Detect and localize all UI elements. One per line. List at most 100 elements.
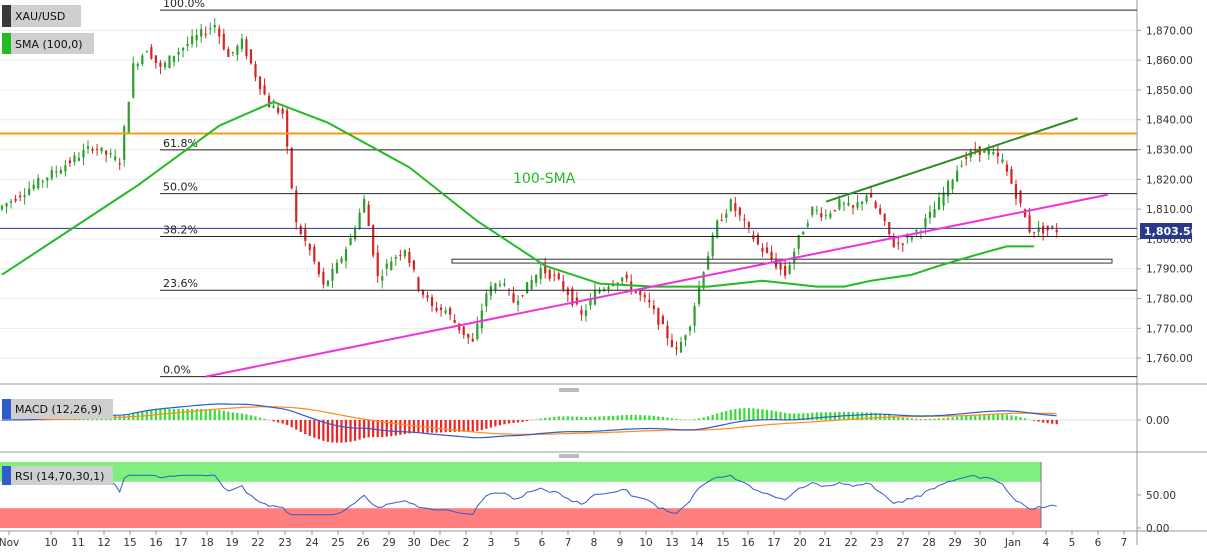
macd-y-tick-label: 0.00 bbox=[1146, 415, 1169, 427]
candle-body bbox=[59, 169, 62, 174]
candle-body bbox=[1023, 209, 1027, 218]
candle-body bbox=[661, 316, 664, 325]
macd-histogram-bar bbox=[707, 416, 710, 420]
macd-histogram-bar bbox=[612, 415, 615, 420]
macd-histogram-bar bbox=[471, 420, 474, 432]
candle-body bbox=[326, 280, 330, 286]
candle-body bbox=[643, 294, 646, 298]
candle-body bbox=[743, 219, 746, 221]
candle-body bbox=[598, 290, 601, 293]
candle-body bbox=[679, 341, 683, 353]
macd-histogram-bar bbox=[761, 409, 764, 420]
macd-histogram-bar bbox=[403, 420, 406, 435]
macd-histogram-bar bbox=[802, 413, 805, 420]
y-tick-label: 1,820.00 bbox=[1146, 174, 1193, 186]
macd-histogram-bar bbox=[666, 417, 669, 420]
macd-histogram-bar bbox=[720, 412, 723, 420]
macd-histogram-bar bbox=[679, 419, 683, 420]
candle-body bbox=[286, 110, 289, 147]
macd-histogram-bar bbox=[598, 416, 601, 420]
macd-histogram-bar bbox=[326, 420, 330, 442]
macd-histogram-bar bbox=[996, 413, 999, 420]
macd-histogram-bar bbox=[992, 413, 995, 420]
candle-body bbox=[1032, 231, 1036, 233]
macd-histogram-bar bbox=[390, 420, 393, 437]
candle-body bbox=[462, 326, 465, 335]
macd-histogram-bar bbox=[317, 420, 320, 440]
rsi-panel-resize-handle[interactable] bbox=[559, 454, 579, 458]
candle-body bbox=[865, 195, 868, 202]
macd-histogram-bar bbox=[240, 413, 244, 420]
candle-body bbox=[5, 203, 8, 207]
candle-body bbox=[317, 262, 320, 275]
macd-histogram-bar bbox=[186, 408, 189, 420]
candle-body bbox=[648, 299, 651, 303]
candle-body bbox=[489, 285, 492, 296]
macd-histogram-bar bbox=[1042, 420, 1045, 423]
rsi-line bbox=[6, 474, 1057, 516]
fib-level-label: 100.0% bbox=[163, 0, 205, 10]
macd-histogram-bar bbox=[213, 409, 216, 420]
macd-histogram-bar bbox=[498, 420, 502, 426]
candle-body bbox=[181, 47, 185, 51]
sma-badge bbox=[2, 33, 94, 54]
x-tick-label: 11 bbox=[71, 537, 84, 549]
macd-histogram-bar bbox=[544, 417, 547, 420]
candle-body bbox=[815, 210, 818, 212]
candle-body bbox=[860, 201, 864, 204]
macd-histogram-bar bbox=[621, 415, 624, 420]
candle-body bbox=[996, 152, 999, 157]
candle-body bbox=[820, 213, 823, 218]
macd-histogram-bar bbox=[892, 415, 895, 420]
y-tick-label: 1,770.00 bbox=[1146, 323, 1193, 335]
macd-histogram-bar bbox=[829, 412, 832, 420]
macd-histogram-bar bbox=[322, 420, 325, 441]
candle-body bbox=[987, 150, 990, 155]
macd-histogram-bar bbox=[299, 420, 302, 432]
candle-body bbox=[1019, 190, 1022, 204]
candle-body bbox=[729, 199, 732, 211]
macd-badge-marker bbox=[2, 399, 11, 419]
macd-histogram-bar bbox=[765, 409, 769, 420]
candle-body bbox=[734, 203, 737, 211]
candle-body bbox=[476, 323, 479, 340]
candle-body bbox=[449, 307, 452, 315]
candle-body bbox=[105, 150, 108, 155]
candle-body bbox=[9, 200, 13, 203]
x-tick-label: 16 bbox=[741, 537, 755, 549]
macd-histogram-bar bbox=[476, 420, 479, 431]
macd-panel-resize-handle[interactable] bbox=[559, 388, 579, 392]
macd-histogram-bar bbox=[906, 417, 909, 420]
macd-histogram-bar bbox=[910, 418, 913, 420]
macd-histogram-bar bbox=[575, 416, 578, 420]
support-zone bbox=[451, 258, 1113, 264]
macd-histogram-bar bbox=[1010, 415, 1013, 420]
candle-body bbox=[525, 282, 529, 294]
candle-body bbox=[290, 147, 293, 189]
macd-histogram-bar bbox=[480, 420, 483, 430]
candle-body bbox=[313, 246, 316, 262]
macd-histogram-bar bbox=[313, 420, 316, 438]
candle-body bbox=[553, 274, 556, 276]
x-tick-label: 13 bbox=[665, 537, 678, 549]
candle-body bbox=[127, 102, 130, 133]
rsi-y-tick-label: 0.00 bbox=[1146, 523, 1169, 535]
candle-body bbox=[915, 230, 918, 232]
macd-histogram-bar bbox=[172, 408, 176, 420]
macd-histogram-bar bbox=[860, 412, 864, 420]
candle-body bbox=[218, 28, 221, 37]
x-tick-label: 20 bbox=[793, 537, 806, 549]
macd-histogram-bar bbox=[281, 420, 284, 424]
candle-body bbox=[100, 147, 103, 152]
candle-body bbox=[304, 229, 307, 241]
macd-histogram-bar bbox=[924, 419, 927, 420]
candle-body bbox=[747, 222, 750, 228]
macd-histogram-bar bbox=[571, 416, 574, 420]
candle-body bbox=[652, 305, 655, 310]
candle-body bbox=[580, 309, 583, 315]
macd-histogram-bar bbox=[548, 417, 551, 420]
x-tick-label: Nov bbox=[0, 537, 19, 549]
macd-histogram-bar bbox=[1014, 416, 1018, 420]
candle-body bbox=[32, 184, 35, 190]
candle-body bbox=[249, 49, 253, 64]
